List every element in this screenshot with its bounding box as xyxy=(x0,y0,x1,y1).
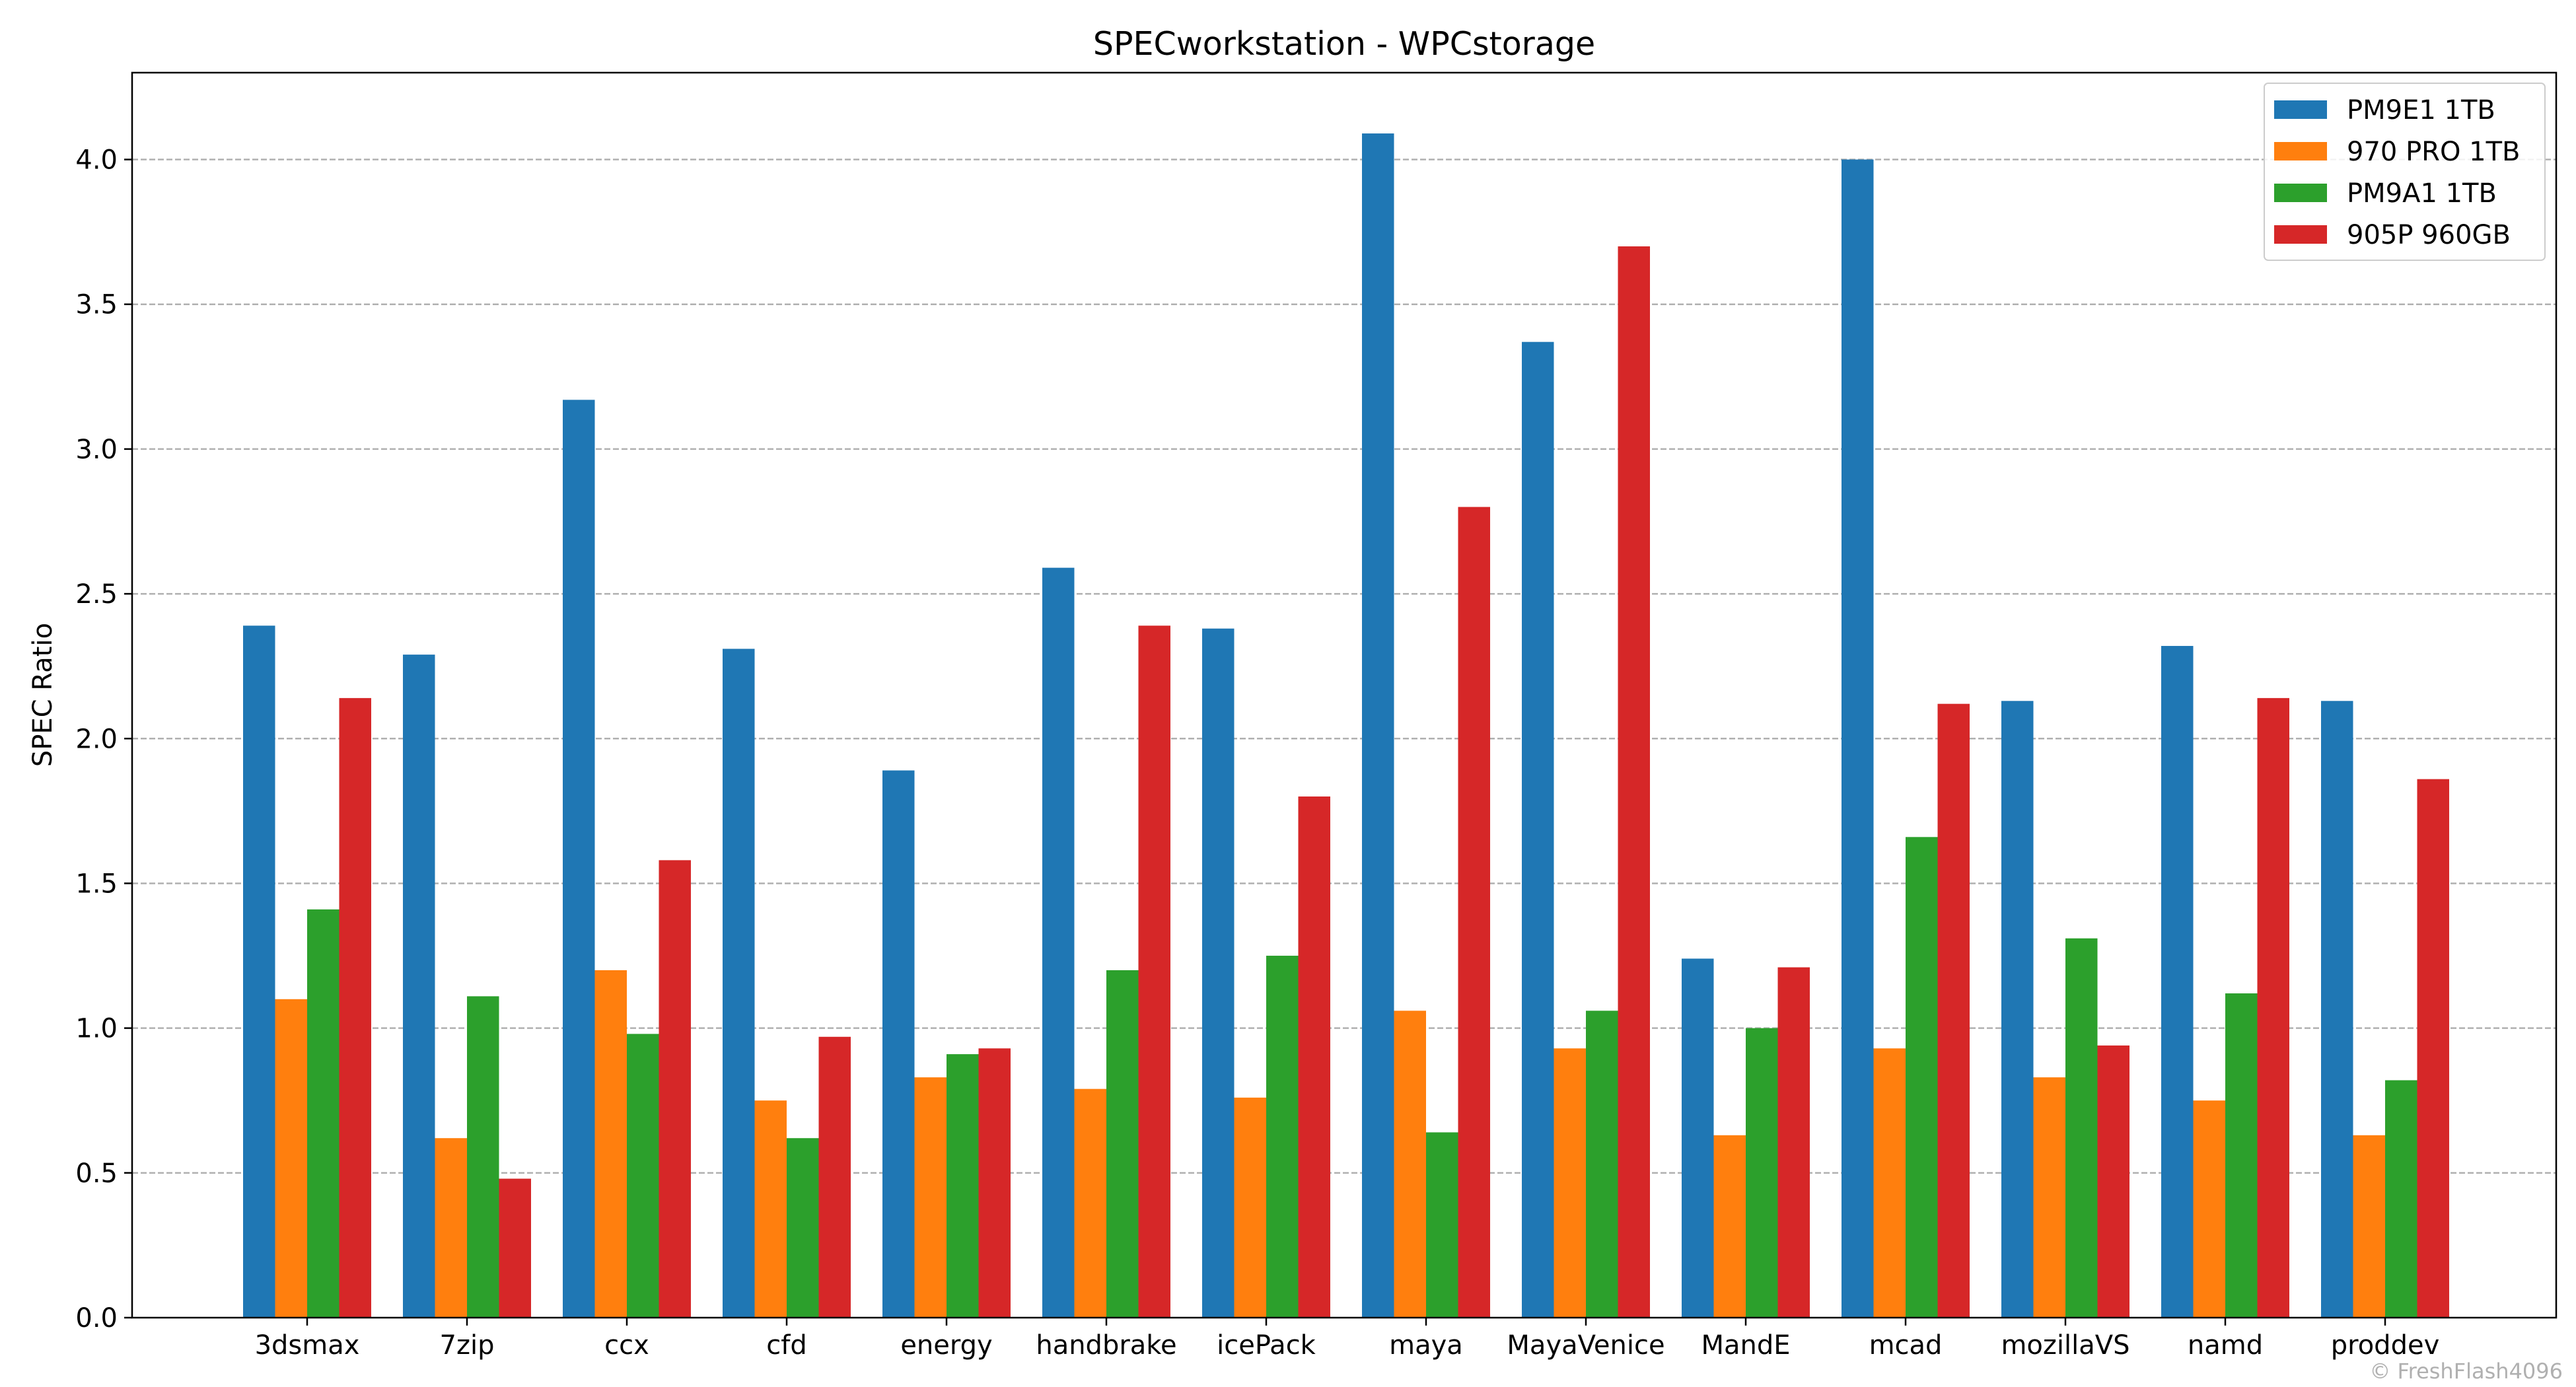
bar xyxy=(1746,1028,1778,1318)
bar xyxy=(914,1077,947,1318)
x-tick-label: energy xyxy=(900,1330,992,1361)
x-tick-label: mozillaVS xyxy=(2001,1330,2129,1361)
x-tick-label: cfd xyxy=(766,1330,806,1361)
legend-swatch xyxy=(2274,142,2327,160)
bar xyxy=(947,1054,979,1318)
bar xyxy=(723,649,755,1318)
bar xyxy=(275,999,307,1318)
x-tick-label: namd xyxy=(2188,1330,2263,1361)
x-tick-label: 3dsmax xyxy=(255,1330,360,1361)
legend-label: 970 PRO 1TB xyxy=(2347,137,2521,167)
bar xyxy=(1906,837,1938,1318)
chart-title: SPECworkstation - WPCstorage xyxy=(1093,25,1595,63)
bar xyxy=(1937,703,1970,1318)
bar xyxy=(1713,1135,1746,1318)
grid-lines xyxy=(132,159,2556,1174)
y-tick-label: 0.5 xyxy=(75,1158,118,1189)
legend-label: PM9A1 1TB xyxy=(2347,178,2497,209)
bar xyxy=(2001,701,2034,1318)
bar xyxy=(1842,159,1874,1318)
bar xyxy=(2225,993,2258,1318)
watermark: © FreshFlash4096 xyxy=(2369,1359,2563,1384)
bar xyxy=(1298,796,1330,1318)
y-axis-ticks: 0.0 0.5 1.0 1.5 2.0 2.5 3.0 3.5 4.0 xyxy=(75,145,132,1334)
bar xyxy=(1522,341,1554,1318)
bar xyxy=(435,1138,467,1318)
bar xyxy=(499,1178,531,1318)
x-tick-label: MandE xyxy=(1701,1330,1790,1361)
legend-swatch xyxy=(2274,225,2327,244)
bar xyxy=(307,909,340,1318)
y-axis-label: SPEC Ratio xyxy=(28,623,58,767)
bar xyxy=(2257,697,2289,1318)
legend-swatch xyxy=(2274,100,2327,119)
bar xyxy=(787,1138,819,1318)
x-tick-label: mcad xyxy=(1869,1330,1943,1361)
bar xyxy=(1362,133,1394,1318)
bar xyxy=(1777,967,1810,1318)
bar xyxy=(2385,1080,2417,1318)
legend-label: PM9E1 1TB xyxy=(2347,95,2495,125)
bar xyxy=(594,970,627,1318)
plot-frame xyxy=(131,71,2558,1319)
y-tick-label: 2.5 xyxy=(75,579,118,610)
bar xyxy=(1074,1088,1106,1318)
y-tick-label: 0.0 xyxy=(75,1303,118,1334)
bar xyxy=(243,625,275,1318)
legend-swatch xyxy=(2274,184,2327,202)
bar xyxy=(2033,1077,2065,1318)
y-tick-label: 2.0 xyxy=(75,724,118,754)
bar xyxy=(754,1100,787,1318)
bar xyxy=(2193,1100,2225,1318)
bar xyxy=(2353,1135,2385,1318)
bar xyxy=(1394,1011,1426,1318)
bar xyxy=(659,860,691,1318)
bar xyxy=(1554,1048,1586,1318)
bar xyxy=(2161,645,2194,1318)
bar xyxy=(467,996,499,1318)
x-tick-label: 7zip xyxy=(440,1330,495,1361)
y-tick-label: 4.0 xyxy=(75,145,118,176)
x-tick-label: handbrake xyxy=(1036,1330,1176,1361)
bar xyxy=(627,1034,659,1318)
x-tick-label: MayaVenice xyxy=(1507,1330,1664,1361)
y-tick-label: 3.5 xyxy=(75,290,118,320)
bar xyxy=(1682,958,1714,1318)
y-tick-label: 1.0 xyxy=(75,1014,118,1044)
bar xyxy=(1266,956,1299,1318)
bar xyxy=(1458,507,1490,1318)
legend-label: 905P 960GB xyxy=(2347,220,2511,250)
x-tick-label: icePack xyxy=(1217,1330,1316,1361)
bar xyxy=(563,400,595,1318)
y-tick-label: 1.5 xyxy=(75,869,118,899)
x-tick-label: proddev xyxy=(2331,1330,2440,1361)
bar xyxy=(1586,1011,1618,1318)
bars xyxy=(243,133,2449,1318)
bar xyxy=(882,770,915,1318)
bar xyxy=(978,1048,1011,1318)
bar xyxy=(339,697,371,1318)
bar xyxy=(1106,970,1139,1318)
bar xyxy=(1426,1132,1458,1318)
bar xyxy=(1042,567,1075,1318)
bar xyxy=(1873,1048,1906,1318)
bar xyxy=(2417,779,2449,1318)
bar xyxy=(818,1036,851,1318)
bar xyxy=(2097,1045,2129,1318)
bar xyxy=(2321,701,2353,1318)
legend-frame xyxy=(2264,83,2546,261)
x-tick-label: maya xyxy=(1389,1330,1463,1361)
bar xyxy=(1202,628,1234,1318)
x-axis-ticks: 3dsmax 7zip ccx cfd energy handbrake icePack ma… xyxy=(255,1318,2440,1361)
x-tick-label: ccx xyxy=(604,1330,649,1361)
y-tick-label: 3.0 xyxy=(75,435,118,465)
bar xyxy=(2065,938,2098,1318)
bar xyxy=(1138,625,1170,1318)
bar xyxy=(403,655,435,1318)
bar xyxy=(1234,1097,1266,1318)
bar xyxy=(1618,246,1650,1318)
legend: PM9E1 1TB 970 PRO 1TB PM9A1 1TB 905P 960GB xyxy=(2264,83,2546,261)
